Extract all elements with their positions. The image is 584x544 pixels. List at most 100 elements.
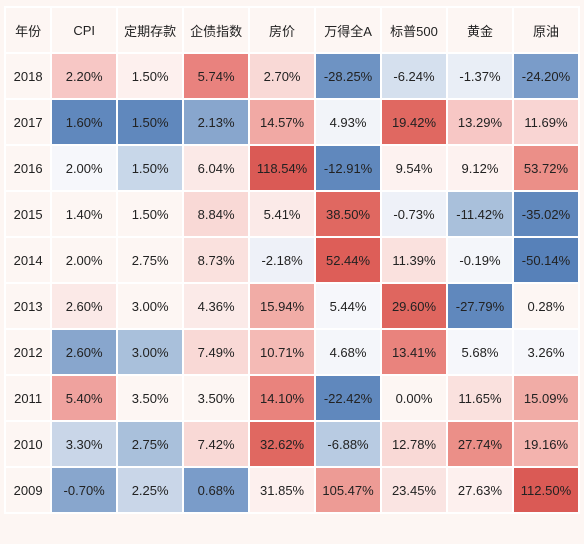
table-row: 20171.60%1.50%2.13%14.57%4.93%19.42%13.2… bbox=[5, 99, 579, 145]
header-row: 年份 CPI 定期存款 企债指数 房价 万得全A 标普500 黄金 原油 bbox=[5, 7, 579, 53]
value-cell: 0.68% bbox=[183, 467, 249, 513]
year-cell: 2014 bbox=[5, 237, 51, 283]
year-cell: 2013 bbox=[5, 283, 51, 329]
value-cell: 2.20% bbox=[51, 53, 117, 99]
value-cell: 0.28% bbox=[513, 283, 579, 329]
year-cell: 2011 bbox=[5, 375, 51, 421]
value-cell: 3.00% bbox=[117, 329, 183, 375]
value-cell: 29.60% bbox=[381, 283, 447, 329]
value-cell: 3.00% bbox=[117, 283, 183, 329]
value-cell: -2.18% bbox=[249, 237, 315, 283]
value-cell: 118.54% bbox=[249, 145, 315, 191]
value-cell: 8.84% bbox=[183, 191, 249, 237]
value-cell: 5.40% bbox=[51, 375, 117, 421]
table-row: 20115.40%3.50%3.50%14.10%-22.42%0.00%11.… bbox=[5, 375, 579, 421]
value-cell: 1.50% bbox=[117, 191, 183, 237]
value-cell: 2.70% bbox=[249, 53, 315, 99]
table-row: 20151.40%1.50%8.84%5.41%38.50%-0.73%-11.… bbox=[5, 191, 579, 237]
value-cell: -1.37% bbox=[447, 53, 513, 99]
value-cell: 14.10% bbox=[249, 375, 315, 421]
value-cell: 19.16% bbox=[513, 421, 579, 467]
value-cell: -24.20% bbox=[513, 53, 579, 99]
col-header: 定期存款 bbox=[117, 7, 183, 53]
col-header: 房价 bbox=[249, 7, 315, 53]
col-header: 企债指数 bbox=[183, 7, 249, 53]
value-cell: -0.73% bbox=[381, 191, 447, 237]
year-cell: 2012 bbox=[5, 329, 51, 375]
value-cell: 6.04% bbox=[183, 145, 249, 191]
value-cell: 5.68% bbox=[447, 329, 513, 375]
value-cell: 1.50% bbox=[117, 99, 183, 145]
table-row: 20142.00%2.75%8.73%-2.18%52.44%11.39%-0.… bbox=[5, 237, 579, 283]
value-cell: 0.00% bbox=[381, 375, 447, 421]
value-cell: 52.44% bbox=[315, 237, 381, 283]
value-cell: 19.42% bbox=[381, 99, 447, 145]
value-cell: 9.54% bbox=[381, 145, 447, 191]
value-cell: 2.75% bbox=[117, 421, 183, 467]
value-cell: -0.19% bbox=[447, 237, 513, 283]
value-cell: 2.60% bbox=[51, 329, 117, 375]
value-cell: 13.41% bbox=[381, 329, 447, 375]
value-cell: -12.91% bbox=[315, 145, 381, 191]
value-cell: 1.50% bbox=[117, 53, 183, 99]
value-cell: 2.60% bbox=[51, 283, 117, 329]
heatmap-table: 年份 CPI 定期存款 企债指数 房价 万得全A 标普500 黄金 原油 201… bbox=[4, 6, 580, 514]
value-cell: 11.69% bbox=[513, 99, 579, 145]
table-row: 2009-0.70%2.25%0.68%31.85%105.47%23.45%2… bbox=[5, 467, 579, 513]
table-row: 20132.60%3.00%4.36%15.94%5.44%29.60%-27.… bbox=[5, 283, 579, 329]
col-header: 标普500 bbox=[381, 7, 447, 53]
value-cell: 31.85% bbox=[249, 467, 315, 513]
table-body: 20182.20%1.50%5.74%2.70%-28.25%-6.24%-1.… bbox=[5, 53, 579, 513]
year-cell: 2010 bbox=[5, 421, 51, 467]
value-cell: 14.57% bbox=[249, 99, 315, 145]
value-cell: 11.39% bbox=[381, 237, 447, 283]
value-cell: -0.70% bbox=[51, 467, 117, 513]
value-cell: 4.68% bbox=[315, 329, 381, 375]
value-cell: 8.73% bbox=[183, 237, 249, 283]
value-cell: -22.42% bbox=[315, 375, 381, 421]
table-row: 20182.20%1.50%5.74%2.70%-28.25%-6.24%-1.… bbox=[5, 53, 579, 99]
value-cell: 27.63% bbox=[447, 467, 513, 513]
value-cell: 2.75% bbox=[117, 237, 183, 283]
table-row: 20103.30%2.75%7.42%32.62%-6.88%12.78%27.… bbox=[5, 421, 579, 467]
value-cell: -50.14% bbox=[513, 237, 579, 283]
year-cell: 2016 bbox=[5, 145, 51, 191]
value-cell: 53.72% bbox=[513, 145, 579, 191]
value-cell: 1.60% bbox=[51, 99, 117, 145]
value-cell: 23.45% bbox=[381, 467, 447, 513]
value-cell: 3.30% bbox=[51, 421, 117, 467]
value-cell: 32.62% bbox=[249, 421, 315, 467]
col-header: 黄金 bbox=[447, 7, 513, 53]
value-cell: -6.88% bbox=[315, 421, 381, 467]
col-header: 年份 bbox=[5, 7, 51, 53]
year-cell: 2009 bbox=[5, 467, 51, 513]
value-cell: 27.74% bbox=[447, 421, 513, 467]
value-cell: -6.24% bbox=[381, 53, 447, 99]
value-cell: 38.50% bbox=[315, 191, 381, 237]
value-cell: 1.50% bbox=[117, 145, 183, 191]
col-header: 万得全A bbox=[315, 7, 381, 53]
value-cell: 2.13% bbox=[183, 99, 249, 145]
value-cell: 3.26% bbox=[513, 329, 579, 375]
value-cell: 5.74% bbox=[183, 53, 249, 99]
value-cell: -11.42% bbox=[447, 191, 513, 237]
value-cell: -35.02% bbox=[513, 191, 579, 237]
value-cell: 3.50% bbox=[117, 375, 183, 421]
value-cell: 112.50% bbox=[513, 467, 579, 513]
value-cell: 2.00% bbox=[51, 145, 117, 191]
table-row: 20122.60%3.00%7.49%10.71%4.68%13.41%5.68… bbox=[5, 329, 579, 375]
value-cell: -28.25% bbox=[315, 53, 381, 99]
value-cell: 1.40% bbox=[51, 191, 117, 237]
year-cell: 2017 bbox=[5, 99, 51, 145]
value-cell: 4.93% bbox=[315, 99, 381, 145]
value-cell: 4.36% bbox=[183, 283, 249, 329]
year-cell: 2018 bbox=[5, 53, 51, 99]
value-cell: 10.71% bbox=[249, 329, 315, 375]
value-cell: 5.44% bbox=[315, 283, 381, 329]
value-cell: 15.94% bbox=[249, 283, 315, 329]
col-header: CPI bbox=[51, 7, 117, 53]
value-cell: 11.65% bbox=[447, 375, 513, 421]
value-cell: 2.00% bbox=[51, 237, 117, 283]
value-cell: 7.42% bbox=[183, 421, 249, 467]
value-cell: 7.49% bbox=[183, 329, 249, 375]
